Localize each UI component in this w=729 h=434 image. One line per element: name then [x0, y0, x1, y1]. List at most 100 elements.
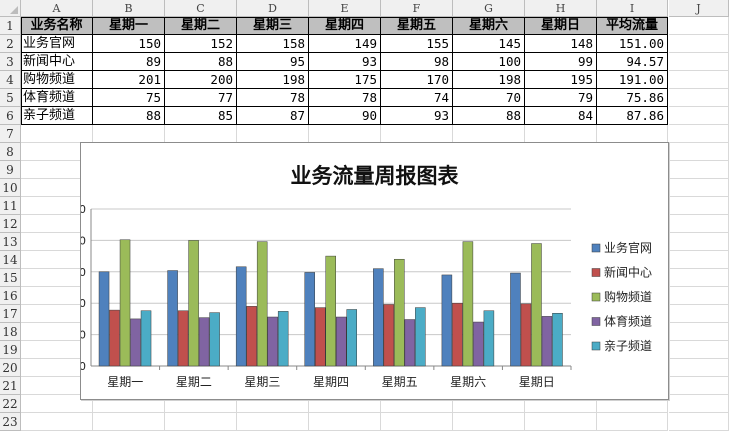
- bar[interactable]: [246, 306, 257, 367]
- row-header-9[interactable]: 9: [0, 161, 21, 179]
- bar[interactable]: [473, 321, 484, 367]
- legend-entry[interactable]: 新闻中心: [604, 265, 652, 280]
- cell[interactable]: [165, 413, 237, 431]
- legend-entry[interactable]: 体育频道: [604, 314, 652, 329]
- table-cell-value[interactable]: 170: [381, 71, 453, 89]
- cell[interactable]: [453, 125, 525, 143]
- legend-entry[interactable]: 业务官网: [604, 240, 652, 255]
- table-cell-average[interactable]: 191.00: [597, 71, 668, 89]
- table-cell-average[interactable]: 94.57: [597, 53, 668, 71]
- cell[interactable]: [669, 107, 729, 125]
- row-header-18[interactable]: 18: [0, 323, 21, 341]
- table-cell-value[interactable]: 155: [381, 35, 453, 53]
- bar[interactable]: [346, 309, 357, 367]
- bar[interactable]: [404, 319, 416, 367]
- bar[interactable]: [256, 241, 268, 367]
- bar[interactable]: [177, 310, 189, 367]
- bar[interactable]: [441, 274, 453, 367]
- cell[interactable]: [453, 413, 525, 431]
- table-cell-value[interactable]: 99: [525, 53, 597, 71]
- cell[interactable]: [381, 395, 453, 413]
- row-header-13[interactable]: 13: [0, 233, 21, 251]
- table-cell-value[interactable]: 175: [309, 71, 381, 89]
- table-cell-value[interactable]: 90: [309, 107, 381, 125]
- table-cell-value[interactable]: 88: [453, 107, 525, 125]
- cell[interactable]: [237, 413, 309, 431]
- table-cell-value[interactable]: 93: [381, 107, 453, 125]
- table-cell-value[interactable]: 88: [165, 53, 237, 71]
- table-cell-value[interactable]: 200: [165, 71, 237, 89]
- bar[interactable]: [531, 243, 542, 367]
- table-header-cell[interactable]: 星期三: [237, 17, 309, 35]
- cell[interactable]: [669, 305, 729, 323]
- cell[interactable]: [525, 125, 597, 143]
- bar[interactable]: [267, 316, 278, 367]
- bar[interactable]: [109, 309, 120, 367]
- bar[interactable]: [415, 307, 426, 367]
- cell[interactable]: [309, 125, 381, 143]
- table-cell-value[interactable]: 87: [237, 107, 309, 125]
- column-header-f[interactable]: F: [381, 0, 453, 17]
- bar[interactable]: [552, 312, 563, 367]
- cell[interactable]: [93, 125, 165, 143]
- row-header-7[interactable]: 7: [0, 125, 21, 143]
- cell[interactable]: [381, 125, 453, 143]
- table-cell-value[interactable]: 150: [93, 35, 165, 53]
- table-cell-value[interactable]: 145: [453, 35, 525, 53]
- chart-object[interactable]: 业务流量周报图表 050100150200250Mb/s星期一星期二星期三星期四…: [80, 142, 669, 400]
- column-header-a[interactable]: A: [21, 0, 93, 17]
- column-header-e[interactable]: E: [309, 0, 381, 17]
- column-header-b[interactable]: B: [93, 0, 165, 17]
- bar[interactable]: [541, 316, 553, 367]
- table-cell-value[interactable]: 85: [165, 107, 237, 125]
- table-cell-name[interactable]: 购物频道: [21, 71, 93, 89]
- cell[interactable]: [21, 125, 93, 143]
- table-header-cell[interactable]: 星期五: [381, 17, 453, 35]
- cell[interactable]: [525, 413, 597, 431]
- table-cell-value[interactable]: 148: [525, 35, 597, 53]
- bar[interactable]: [188, 240, 199, 367]
- row-header-22[interactable]: 22: [0, 395, 21, 413]
- table-header-cell[interactable]: 星期六: [453, 17, 525, 35]
- table-cell-value[interactable]: 95: [237, 53, 309, 71]
- bar[interactable]: [98, 271, 110, 367]
- cell[interactable]: [669, 197, 729, 215]
- cell[interactable]: [669, 341, 729, 359]
- cell[interactable]: [237, 125, 309, 143]
- table-cell-value[interactable]: 93: [309, 53, 381, 71]
- bar[interactable]: [130, 318, 141, 367]
- bar[interactable]: [140, 310, 152, 367]
- table-cell-value[interactable]: 198: [453, 71, 525, 89]
- row-header-15[interactable]: 15: [0, 269, 21, 287]
- table-cell-value[interactable]: 152: [165, 35, 237, 53]
- row-header-19[interactable]: 19: [0, 341, 21, 359]
- cell[interactable]: [93, 413, 165, 431]
- bar[interactable]: [336, 316, 347, 367]
- cell[interactable]: [597, 125, 668, 143]
- cell[interactable]: [669, 35, 729, 53]
- row-header-6[interactable]: 6: [0, 107, 21, 125]
- row-header-11[interactable]: 11: [0, 197, 21, 215]
- table-cell-value[interactable]: 78: [237, 89, 309, 107]
- table-cell-name[interactable]: 体育频道: [21, 89, 93, 107]
- table-header-cell[interactable]: 星期二: [165, 17, 237, 35]
- cell[interactable]: [669, 377, 729, 395]
- bar[interactable]: [325, 255, 336, 367]
- row-header-23[interactable]: 23: [0, 413, 21, 431]
- cell[interactable]: [669, 251, 729, 269]
- bar[interactable]: [235, 266, 247, 367]
- cell[interactable]: [525, 395, 597, 413]
- cell[interactable]: [453, 395, 525, 413]
- bar[interactable]: [383, 304, 395, 367]
- table-cell-value[interactable]: 98: [381, 53, 453, 71]
- cell[interactable]: [669, 215, 729, 233]
- cell[interactable]: [309, 395, 381, 413]
- cell[interactable]: [21, 395, 93, 413]
- row-header-4[interactable]: 4: [0, 71, 21, 89]
- bar[interactable]: [315, 307, 326, 367]
- cell[interactable]: [669, 395, 729, 413]
- cell[interactable]: [93, 395, 165, 413]
- cell[interactable]: [669, 287, 729, 305]
- table-cell-average[interactable]: 151.00: [597, 35, 668, 53]
- bar[interactable]: [510, 272, 521, 367]
